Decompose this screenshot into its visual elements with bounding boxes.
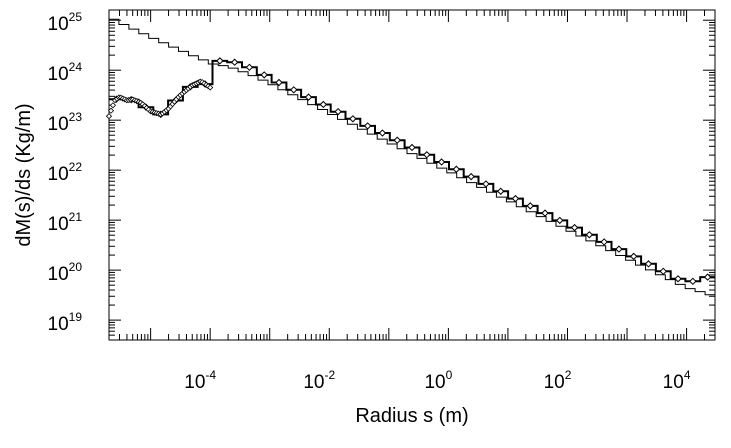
x-tick-label: 102 bbox=[544, 368, 572, 393]
series-marker bbox=[629, 252, 638, 261]
series-marker bbox=[674, 275, 682, 283]
series-marker-dense bbox=[105, 113, 113, 120]
series-marker bbox=[216, 57, 224, 65]
series-marker bbox=[304, 93, 313, 101]
series-line-thick bbox=[109, 59, 715, 283]
series-line-thin bbox=[109, 18, 715, 296]
series-marker bbox=[275, 78, 283, 87]
series-marker bbox=[615, 245, 623, 253]
series-marker bbox=[393, 136, 401, 144]
series-marker-dense bbox=[207, 84, 214, 91]
series-marker bbox=[570, 223, 579, 232]
y-axis-ticks: 1019 1020 1021 1022 1023 1024 1025 bbox=[48, 10, 715, 341]
y-tick-label: 1021 bbox=[48, 210, 83, 235]
x-tick-label: 100 bbox=[424, 368, 452, 393]
y-tick-label: 1022 bbox=[48, 160, 83, 185]
y-tick-label: 1019 bbox=[48, 310, 83, 335]
series-marker bbox=[230, 58, 239, 66]
series-marker bbox=[585, 231, 594, 239]
series-marker bbox=[703, 273, 712, 281]
y-tick-label: 1020 bbox=[48, 260, 83, 285]
series-marker bbox=[349, 115, 357, 123]
x-axis-ticks: 10-4 10-2 100 102 104 bbox=[108, 10, 716, 393]
series-marker bbox=[496, 187, 505, 195]
x-tick-label: 104 bbox=[663, 368, 691, 393]
series-marker bbox=[408, 143, 416, 152]
series-marker-dense bbox=[109, 102, 117, 109]
marker-layer bbox=[105, 57, 712, 286]
x-tick-label: 10-2 bbox=[303, 368, 335, 393]
series-marker bbox=[556, 216, 564, 225]
series-marker bbox=[260, 71, 268, 79]
series-marker bbox=[644, 260, 653, 268]
series-marker bbox=[245, 63, 254, 72]
series-marker-dense bbox=[107, 107, 115, 114]
series-marker bbox=[511, 194, 520, 203]
series-marker bbox=[600, 238, 608, 246]
x-tick-label: 10-4 bbox=[184, 368, 216, 393]
y-tick-label: 1025 bbox=[48, 10, 83, 35]
y-tick-label: 1024 bbox=[48, 60, 83, 85]
series-marker bbox=[467, 172, 475, 181]
y-axis-label: dM(s)/ds (Kg/m) bbox=[13, 103, 35, 246]
series-marker bbox=[378, 129, 387, 137]
series-marker bbox=[659, 267, 667, 276]
series-marker bbox=[541, 209, 549, 217]
series-marker bbox=[290, 86, 298, 94]
series-marker bbox=[334, 107, 342, 116]
series-marker bbox=[689, 277, 697, 286]
x-axis-label: Radius s (m) bbox=[355, 405, 468, 427]
y-tick-label: 1023 bbox=[48, 110, 83, 135]
series-marker bbox=[363, 122, 372, 130]
series-marker bbox=[437, 158, 446, 166]
series-marker bbox=[452, 165, 461, 173]
series-marker bbox=[319, 100, 328, 109]
series-layer bbox=[109, 18, 715, 296]
series-marker bbox=[526, 202, 534, 210]
series-marker bbox=[482, 180, 490, 188]
series-marker bbox=[423, 151, 431, 159]
